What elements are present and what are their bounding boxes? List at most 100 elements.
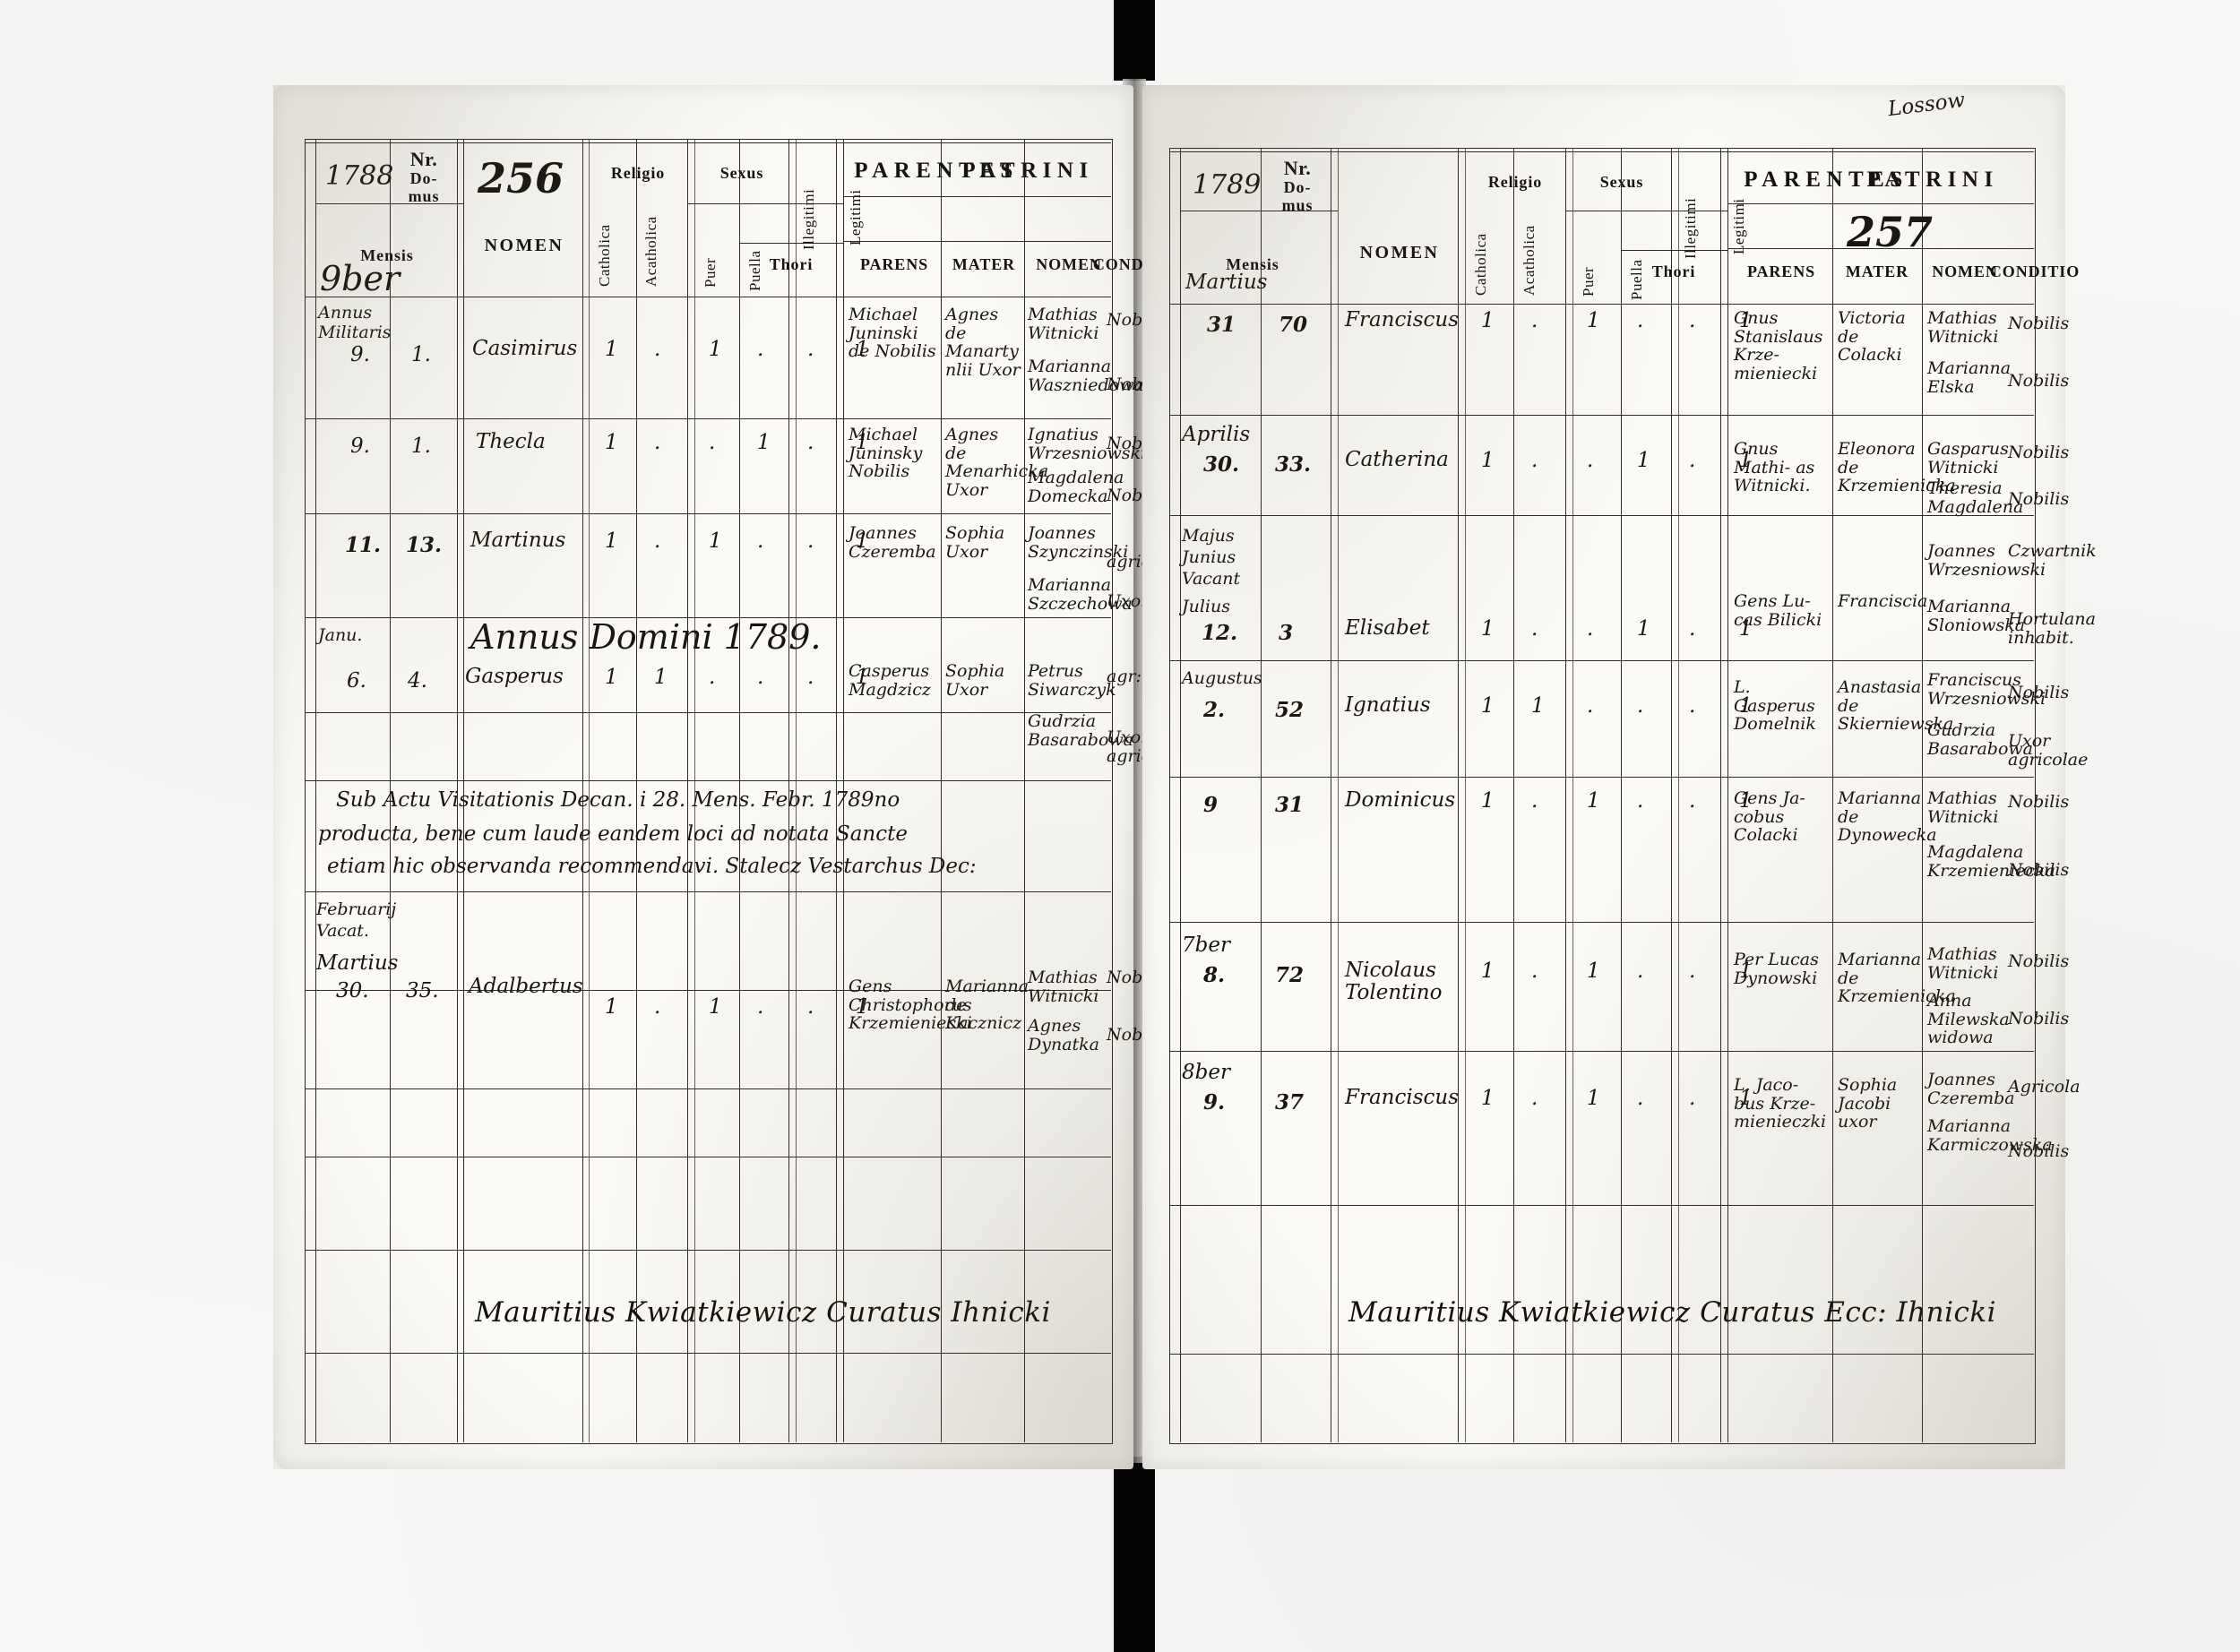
patrinus-nomen: Joannes Wrzesniowski [1927,541,2046,580]
rule [1922,148,1924,1442]
rule [1832,148,1834,1442]
patrinus-nomen: Gudrzia Basarabowa [1927,720,2033,759]
rule [1727,203,2034,205]
patrinus-conditio: Nobilis [2008,683,2070,702]
nr-label: Nr. [409,148,438,170]
mensis-label: Mensis [1226,255,1279,273]
row-parens: Gnus Mathi- as Witnicki. [1734,439,1815,496]
row-rule [305,712,1111,714]
patrinus-nomen: Joannes Szynczinski [1028,523,1129,562]
visitation-note-line-2: producta, bene cum laude eandem loci ad … [318,822,908,846]
patrini-nomen-label: NOMEN [1036,255,1102,273]
acatholica-label: Acatholica [1521,225,1538,297]
row-mater: Sophia Jacobi uxor [1838,1075,1898,1132]
row-acatholica: . [1531,449,1538,472]
row-acatholica: 1 [1531,694,1545,718]
religio-label: Religio [1487,173,1543,191]
row-illegitimi: . [807,666,814,689]
row-puer: . [709,666,716,689]
patrinus-conditio: Nobilis [2008,489,2070,509]
year-banner: Annus Domini 1789. [470,617,822,657]
visitation-note-line-1: Sub Actu Visitationis Decan. i 28. Mens.… [336,788,900,812]
row-legitimi: 1 [856,995,869,1019]
row-parens: Michael Juninsky Nobilis [849,425,923,482]
row-domus: 33. [1275,452,1312,477]
parens-label: PARENS [859,255,929,273]
patrinus-conditio: Nob. [1107,434,1149,453]
mater-label: MATER [1845,262,1909,280]
row-mater: Sophia Uxor [945,661,1005,700]
parentes-label: PARENTES [1744,168,1908,192]
row-catholica: 1 [1481,789,1495,813]
illegitimi-label: Illegitimi [1682,197,1699,260]
row-puella: 1 [1637,617,1650,641]
patrinus-nomen: Franciscus Wrzesniowski [1927,670,2046,709]
rule [836,139,838,1442]
rule [315,203,463,205]
row-mater: Agnes de Menarhicka Uxor [945,425,1049,500]
row-legitimi: 1 [1739,694,1753,718]
parentes-label: PARENTES [854,159,1019,183]
row-rule [305,1353,1111,1355]
nr-label: Nr. [1283,157,1312,179]
patrinus-nomen: Marianna Elska [1927,358,2012,397]
patrinus-conditio: Nobilis [2008,314,2070,333]
row-month: Annus Militaris [318,303,392,342]
row-illegitimi: . [807,529,814,553]
patrinus-nomen: Mathias Witnicki [1927,308,1999,347]
patrinus-nomen: Gasparus Witnicki [1927,439,2009,478]
right-signature: Mauritius Kwiatkiewicz Curatus Ecc: Ihni… [1348,1296,1997,1329]
february-note-1: Februarij [316,899,397,919]
row-mater: Anastasia de Skierniewska [1838,677,1954,735]
row-nomen: Elisabet [1345,616,1430,640]
row-rule [1169,660,2034,662]
row-mater: Sophia Uxor [945,523,1005,562]
left-first-month: 9ber [320,259,401,298]
nomen-label: NOMEN [484,236,564,255]
row-rule [305,617,1111,619]
row-legitimi: 1 [856,431,869,454]
rule [796,139,797,1442]
domus-label-1: Do- [1283,178,1312,196]
right-page: 1789 Nr. Do- mus NOMEN Religio Sexus PAR… [1142,85,2097,1469]
rule [941,139,943,1442]
row-day: 8. [1203,963,1226,987]
row-day: 9. [1203,1090,1226,1114]
left-signature: Mauritius Kwiatkiewicz Curatus Ihnicki [475,1296,1051,1329]
rule [1727,148,1729,1442]
patrinus-nomen: Magdalena Domecka [1028,468,1124,506]
rule [687,203,843,205]
row-puella: . [757,995,764,1019]
row-puer: 1 [1587,959,1600,983]
row-domus: 1. [411,435,431,458]
row-mater: Marianna de Dynowecka [1838,788,1937,846]
row-mater: Victoria de Colacki [1838,308,1906,366]
rule [843,241,1111,243]
right-table-frame [1169,148,2036,1444]
row-rule [1169,415,2034,417]
row-month: 7ber [1182,934,1230,957]
row-day: 11. [345,533,382,557]
patrinus-nomen: Theresia Magdalena [1927,478,2024,517]
binding-bar-top [1114,0,1155,81]
row-day: 31 [1207,313,1236,337]
row-nomen: Adalbertus [469,975,583,998]
row-rule [1169,1205,2034,1207]
row-domus: 52 [1275,698,1305,722]
rule [1465,148,1466,1442]
rule [739,243,843,245]
row-month: Aprilis [1182,423,1251,446]
row-nomen: Ignatius [1345,693,1431,717]
row-nomen: Franciscus [1345,308,1460,331]
row-puella: . [1637,694,1644,718]
patrinus-nomen: Agnes Dynatka [1028,1016,1100,1054]
row-domus: 3 [1279,621,1294,645]
rule [1261,148,1262,1442]
patrinus-nomen: Marianna Sloniowska [1927,597,2026,635]
rule [788,139,790,1442]
rule [1458,148,1460,1442]
row-legitimi: 1 [856,338,869,361]
patrinus-nomen: Marianna Karmiczowska [1927,1116,2053,1155]
nomen-label: NOMEN [1359,243,1440,262]
rule [1678,148,1679,1442]
